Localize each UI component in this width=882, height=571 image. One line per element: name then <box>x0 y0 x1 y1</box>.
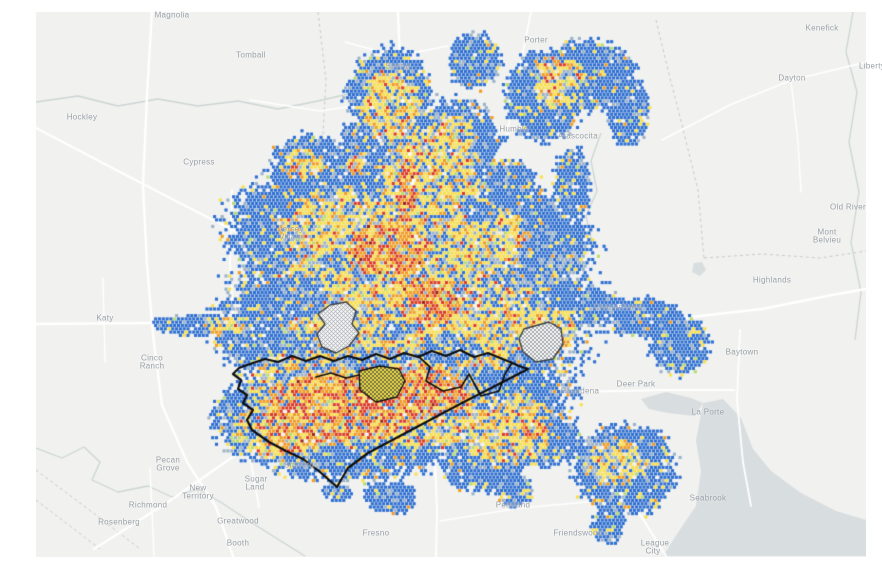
map-canvas[interactable] <box>36 12 866 557</box>
map-frame: Magnolia Tomball Hockley Cypress Spring Porte… <box>36 11 882 557</box>
